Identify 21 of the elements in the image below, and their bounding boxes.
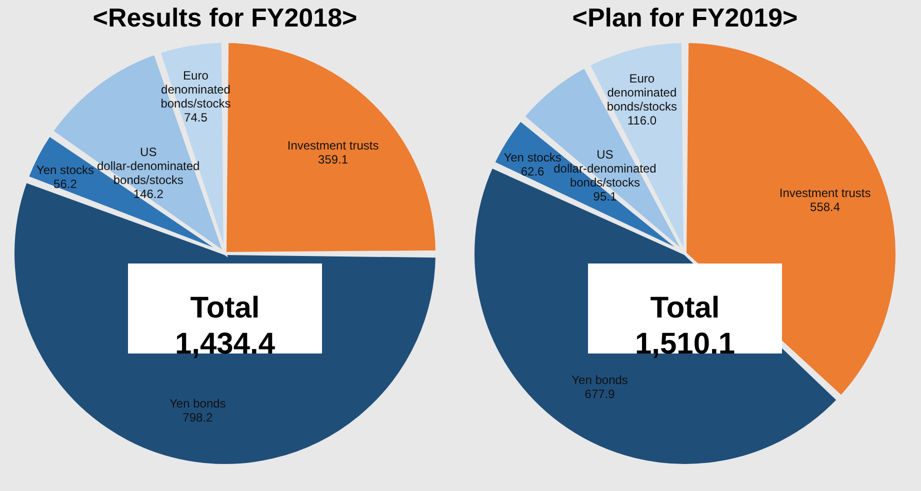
slice-label: Investment trusts (779, 186, 871, 200)
data-label: 677.9 (584, 387, 616, 402)
text: Total 1,510.1 (634, 292, 736, 360)
data-label: 558.4 (810, 200, 840, 214)
slice-label: Euro denominated bonds/stocks (606, 72, 677, 114)
chart-title: <Plan for FY2019> (572, 2, 798, 33)
data-label: 146.2 (133, 186, 164, 201)
slice-label: Yen stocks (504, 150, 562, 164)
data-label: 798.2 (182, 410, 214, 425)
data-label: 359.1 (318, 152, 348, 167)
slice-label: Yen bonds (572, 373, 628, 388)
slice-label: Investment trusts (287, 138, 379, 153)
data-label: 116.0 (627, 114, 657, 128)
data-label: 74.5 (184, 110, 208, 125)
slice-label: US dollar-denominated bonds/stocks (96, 144, 200, 187)
slice-label: Yen stocks (36, 163, 94, 178)
text: Total 1,434.4 (174, 292, 276, 360)
data-label: 56.2 (54, 177, 78, 192)
data-label: 62.6 (520, 164, 545, 178)
slice-label: Yen bonds (170, 396, 226, 411)
chart-title: <Results for FY2018> (92, 2, 358, 33)
